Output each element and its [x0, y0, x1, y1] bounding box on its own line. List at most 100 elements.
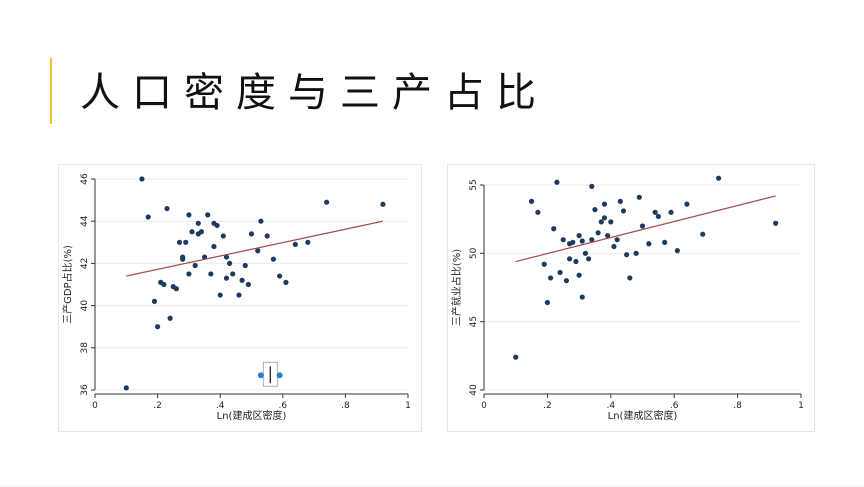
scatter-point-39 [255, 248, 261, 254]
scatter-point-35 [239, 277, 245, 283]
scatter-point-30 [611, 243, 617, 250]
scatter-point-9 [560, 237, 566, 243]
scatter-point-15 [186, 212, 192, 218]
y-axis-title: 三产就业占比(%) [450, 249, 463, 326]
scatter-point-25 [598, 219, 604, 225]
scatter-point-0 [123, 385, 129, 391]
scatter-point-40 [652, 209, 658, 215]
scatter-point-28 [605, 232, 611, 239]
scatter-point-27 [214, 222, 220, 229]
y-tick-label: 46 [80, 173, 90, 185]
scatter-point-44 [283, 279, 289, 285]
scatter-point-31 [614, 237, 620, 243]
scatter-point-8 [167, 315, 173, 321]
x-tick-label: .8 [733, 401, 742, 411]
scatter-point-37 [636, 194, 642, 200]
scatter-point-24 [208, 271, 214, 277]
x-axis-title: Ln(建成区密度) [608, 409, 678, 422]
scatter-point-45 [684, 201, 690, 207]
y-tick-label: 40 [80, 300, 90, 312]
scatter-point-48 [380, 201, 386, 207]
scatter-point-17 [579, 238, 585, 244]
scatter-point-16 [576, 232, 582, 239]
y-tick-label: 40 [469, 384, 479, 396]
scatter-point-32 [226, 260, 233, 266]
y-tick-label: 44 [80, 215, 90, 227]
scatter-point-26 [601, 201, 608, 207]
scatter-point-19 [582, 250, 589, 256]
scatter-point-38 [639, 223, 646, 229]
scatter-point-8 [557, 269, 563, 276]
scatter-point-1 [139, 176, 145, 182]
scatter-point-4 [155, 324, 161, 330]
x-tick-label: .6 [670, 401, 679, 411]
scatter-point-23 [205, 212, 211, 218]
y-tick-label: 36 [80, 384, 90, 396]
scatter-point-11 [176, 239, 183, 245]
scatter-point-15 [576, 272, 582, 278]
scatter-point-34 [236, 292, 242, 298]
scatter-point-48 [773, 220, 779, 226]
scatter-point-43 [668, 209, 674, 215]
scatter-point-35 [627, 275, 633, 281]
fitted-line [515, 195, 776, 263]
scatter-point-20 [586, 256, 592, 262]
y-tick-label: 55 [469, 179, 479, 190]
scatter-point-2 [145, 214, 151, 220]
x-tick-label: .4 [216, 401, 225, 411]
scatter-point-22 [589, 183, 595, 189]
x-tick-label: .8 [341, 401, 350, 411]
scatter-point-13 [570, 239, 576, 245]
scatter-point-41 [264, 233, 270, 239]
x-axis-title: Ln(建成区密度) [217, 409, 287, 422]
y-tick-label: 50 [469, 247, 479, 259]
scatter-point-46 [305, 239, 311, 245]
scatter-point-22 [201, 254, 208, 260]
scatter-point-3 [151, 298, 158, 304]
chart-panel-gdp-share: 36 38 40 42 44 46 0 .2 .4 .6 .8 1 Ln(建成区密度) 三产GDP占比(%… [58, 164, 422, 432]
x-tick-label: 0 [92, 401, 98, 411]
highlight-point-0[interactable] [257, 372, 264, 379]
scatter-point-3 [541, 261, 547, 267]
scatter-point-32 [617, 198, 623, 204]
y-tick-label: 38 [80, 342, 90, 354]
x-tick-label: .6 [279, 401, 288, 411]
scatter-point-31 [223, 254, 230, 260]
scatter-point-10 [563, 278, 570, 284]
scatter-point-47 [715, 175, 722, 181]
scatter-point-40 [258, 218, 264, 224]
y-tick-label: 42 [80, 258, 90, 269]
scatter-point-23 [592, 207, 598, 213]
scatter-point-37 [245, 281, 251, 288]
slide-title: 人口密度与三产占比 [80, 70, 548, 116]
fitted-line [126, 220, 384, 277]
y-tick-label: 45 [469, 316, 479, 327]
scatter-point-25 [211, 243, 217, 250]
x-tick-label: 1 [798, 401, 804, 411]
scatter-point-17 [189, 229, 195, 235]
scatter-point-2 [535, 209, 541, 215]
scatter-point-10 [173, 286, 179, 292]
scatter-point-41 [655, 213, 661, 220]
scatter-chart-gdp-share: 36 38 40 42 44 46 0 .2 .4 .6 .8 1 Ln(建成区密度) 三产GDP占比(%… [61, 173, 411, 422]
scatter-point-12 [566, 256, 573, 262]
scatter-point-28 [217, 292, 223, 298]
scatter-point-5 [547, 275, 554, 281]
scatter-point-18 [579, 294, 585, 300]
scatter-point-34 [624, 252, 630, 258]
scatter-point-46 [700, 231, 706, 237]
x-tick-label: 0 [481, 401, 487, 411]
x-tick-label: .2 [543, 401, 552, 411]
scatter-point-16 [186, 271, 192, 277]
scatter-point-13 [180, 254, 186, 260]
scatter-point-7 [164, 205, 170, 212]
scatter-point-38 [248, 231, 255, 237]
scatter-point-20 [195, 220, 201, 226]
highlight-point-1[interactable] [276, 372, 283, 379]
scatter-point-7 [554, 179, 560, 185]
scatter-point-1 [528, 198, 535, 204]
scatter-point-27 [601, 215, 608, 221]
scatter-point-36 [633, 250, 639, 256]
title-accent-bar [50, 58, 52, 124]
scatter-point-33 [230, 271, 236, 277]
